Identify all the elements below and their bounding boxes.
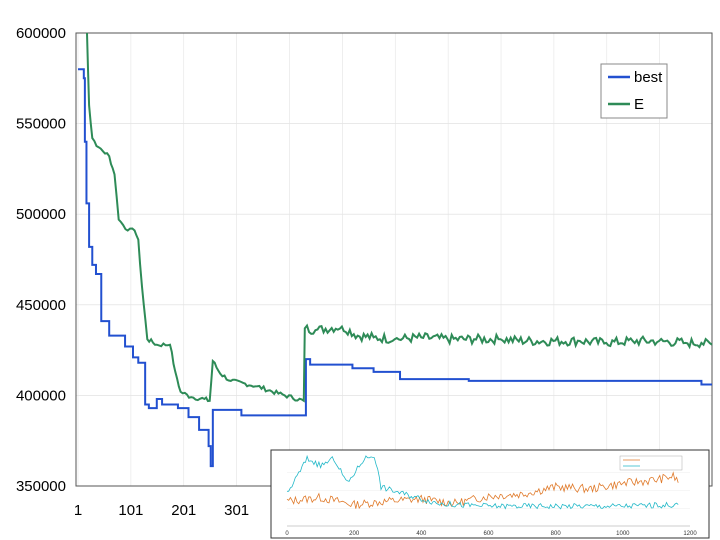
series-line-e bbox=[86, 32, 713, 403]
x-tick-label: 101 bbox=[118, 502, 143, 519]
inset-legend-box bbox=[619, 455, 683, 471]
inset-x-tick-label: 800 bbox=[551, 531, 562, 537]
x-tick-label: 301 bbox=[224, 502, 249, 519]
y-tick-label: 600000 bbox=[16, 25, 66, 42]
x-tick-label: 1 bbox=[74, 502, 82, 519]
main-x-ticks: 1 101 201 301 bbox=[74, 502, 249, 519]
inset-series-group bbox=[286, 454, 679, 510]
y-tick-label: 550000 bbox=[16, 116, 66, 133]
main-chart: 600000 550000 500000 450000 400000 350000 1 10… bbox=[16, 25, 713, 519]
inset-x-tick-label: 1200 bbox=[683, 531, 697, 537]
y-tick-label: 350000 bbox=[16, 478, 66, 495]
main-legend: best E bbox=[600, 63, 668, 119]
inset-x-tick-label: 200 bbox=[349, 531, 360, 537]
legend-box bbox=[600, 63, 668, 119]
legend-label-e: E bbox=[634, 96, 644, 113]
inset-grid bbox=[287, 472, 690, 527]
inset-x-ticks: 0 200 400 600 800 1000 1200 bbox=[285, 531, 697, 537]
inset-chart: 0 200 400 600 800 1000 1200 bbox=[270, 449, 710, 539]
inset-x-tick-label: 1000 bbox=[616, 531, 630, 537]
inset-series-line-0 bbox=[286, 471, 679, 510]
y-tick-label: 500000 bbox=[16, 206, 66, 223]
series-line-best bbox=[78, 68, 712, 468]
legend-label-best: best bbox=[634, 69, 663, 86]
y-tick-label: 400000 bbox=[16, 387, 66, 404]
inset-legend bbox=[619, 455, 683, 471]
main-y-ticks: 600000 550000 500000 450000 400000 350000 bbox=[16, 25, 66, 495]
y-tick-label: 450000 bbox=[16, 297, 66, 314]
inset-x-tick-label: 0 bbox=[285, 531, 289, 537]
x-tick-label: 201 bbox=[171, 502, 196, 519]
inset-series-line-1 bbox=[286, 454, 679, 510]
inset-x-tick-label: 400 bbox=[416, 531, 427, 537]
inset-x-tick-label: 600 bbox=[483, 531, 494, 537]
main-series-group bbox=[78, 32, 713, 468]
